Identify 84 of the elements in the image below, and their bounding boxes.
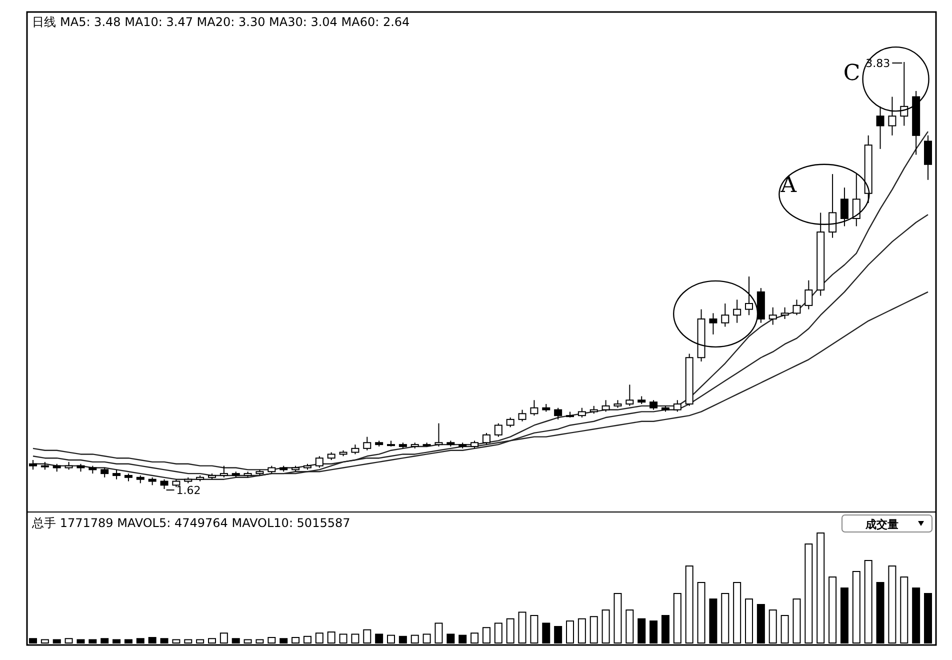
bar bbox=[76, 639, 85, 644]
annotation: 3.83 bbox=[866, 57, 890, 70]
bar bbox=[888, 566, 896, 644]
bar bbox=[112, 639, 121, 644]
bar bbox=[697, 582, 706, 644]
bar bbox=[363, 629, 372, 644]
bar bbox=[685, 566, 694, 644]
bar bbox=[530, 615, 538, 644]
annotation: 1.62 bbox=[176, 484, 201, 497]
bar bbox=[136, 638, 144, 644]
bar bbox=[650, 620, 658, 644]
text: MA5: 3.48 MA10: 3.47 MA20: 3.30 MA30: 3.04 MA60: 2.64 bbox=[60, 15, 410, 29]
bar bbox=[614, 593, 622, 644]
bar bbox=[351, 634, 360, 644]
annotation: C bbox=[843, 61, 860, 86]
text: 总手 1771789 MAVOL5: 4749764 MAVOL10: 5015587 bbox=[31, 516, 350, 530]
bar bbox=[756, 604, 765, 644]
bar bbox=[208, 638, 216, 644]
bar bbox=[733, 582, 742, 644]
bar bbox=[840, 588, 848, 644]
bar bbox=[88, 639, 97, 644]
bar bbox=[29, 638, 37, 644]
bar bbox=[52, 639, 61, 644]
bar bbox=[482, 627, 490, 644]
bar bbox=[578, 618, 586, 644]
annotation: A bbox=[780, 173, 798, 198]
bar bbox=[494, 622, 502, 644]
bar bbox=[148, 637, 156, 644]
bar bbox=[804, 544, 813, 644]
bar bbox=[554, 626, 562, 644]
bar bbox=[280, 638, 288, 644]
bar bbox=[721, 593, 730, 644]
bar bbox=[661, 615, 670, 644]
bar bbox=[434, 622, 443, 644]
bar bbox=[124, 639, 132, 644]
bar bbox=[768, 610, 777, 644]
bar bbox=[590, 616, 598, 644]
bar bbox=[709, 598, 718, 644]
bar bbox=[375, 634, 384, 644]
bar bbox=[64, 638, 73, 644]
bar bbox=[566, 620, 574, 644]
bar bbox=[410, 634, 419, 644]
bar bbox=[422, 634, 431, 644]
text: 日线 bbox=[32, 15, 56, 29]
bar bbox=[828, 576, 837, 644]
bar bbox=[780, 615, 789, 644]
bar bbox=[220, 632, 228, 644]
bar bbox=[303, 636, 312, 644]
bar bbox=[626, 610, 634, 644]
bar bbox=[244, 639, 252, 644]
bar bbox=[602, 610, 610, 644]
bar bbox=[172, 639, 180, 644]
bar bbox=[638, 618, 646, 644]
bar bbox=[100, 638, 109, 644]
bar bbox=[160, 638, 168, 644]
bar bbox=[518, 612, 526, 644]
bar bbox=[745, 598, 753, 644]
bar bbox=[924, 593, 932, 644]
bar bbox=[864, 560, 872, 644]
bar bbox=[912, 588, 920, 644]
bar bbox=[506, 618, 514, 644]
bar bbox=[232, 638, 240, 644]
bar bbox=[292, 637, 300, 644]
bar bbox=[446, 634, 455, 644]
bar bbox=[196, 639, 204, 644]
bar bbox=[315, 632, 324, 644]
bar bbox=[673, 593, 682, 644]
bar bbox=[339, 634, 348, 644]
bar bbox=[387, 634, 395, 644]
bar bbox=[852, 571, 860, 644]
bar bbox=[876, 582, 884, 644]
bar bbox=[792, 598, 801, 644]
bar bbox=[327, 632, 336, 644]
bar bbox=[398, 636, 407, 644]
bar bbox=[542, 622, 550, 644]
bar bbox=[458, 634, 467, 644]
bar bbox=[900, 576, 908, 644]
bar bbox=[470, 632, 479, 644]
bar bbox=[816, 532, 825, 644]
bar bbox=[40, 639, 49, 644]
bar bbox=[256, 639, 264, 644]
bar bbox=[268, 637, 276, 644]
text: 成交量 bbox=[864, 518, 898, 531]
bar bbox=[184, 639, 192, 644]
